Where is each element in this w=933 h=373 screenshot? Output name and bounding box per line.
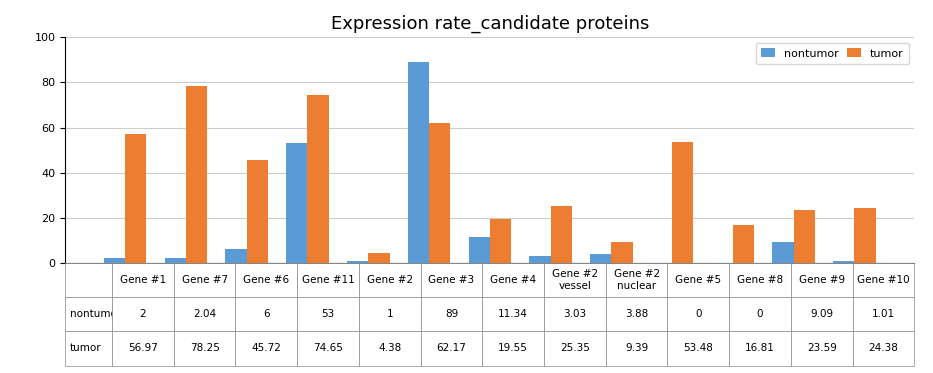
Bar [125, 134, 146, 263]
Bar [794, 210, 815, 263]
Bar [672, 142, 693, 263]
Bar [308, 94, 328, 263]
Bar [186, 87, 207, 263]
Bar [104, 258, 125, 263]
Bar [369, 253, 390, 263]
Bar [246, 160, 268, 263]
Bar [855, 208, 876, 263]
Bar [590, 254, 611, 263]
Bar [347, 261, 369, 263]
Bar [165, 258, 186, 263]
Bar [611, 242, 633, 263]
Bar [490, 219, 511, 263]
Bar [529, 256, 550, 263]
Bar [429, 123, 451, 263]
Bar [833, 261, 855, 263]
Bar [408, 62, 429, 263]
Bar [773, 242, 794, 263]
Bar [286, 143, 308, 263]
Legend: nontumor, tumor: nontumor, tumor [756, 43, 909, 64]
Bar [550, 206, 572, 263]
Title: Expression rate_candidate proteins: Expression rate_candidate proteins [330, 15, 649, 33]
Bar [733, 225, 754, 263]
Bar [226, 250, 246, 263]
Bar [468, 237, 490, 263]
